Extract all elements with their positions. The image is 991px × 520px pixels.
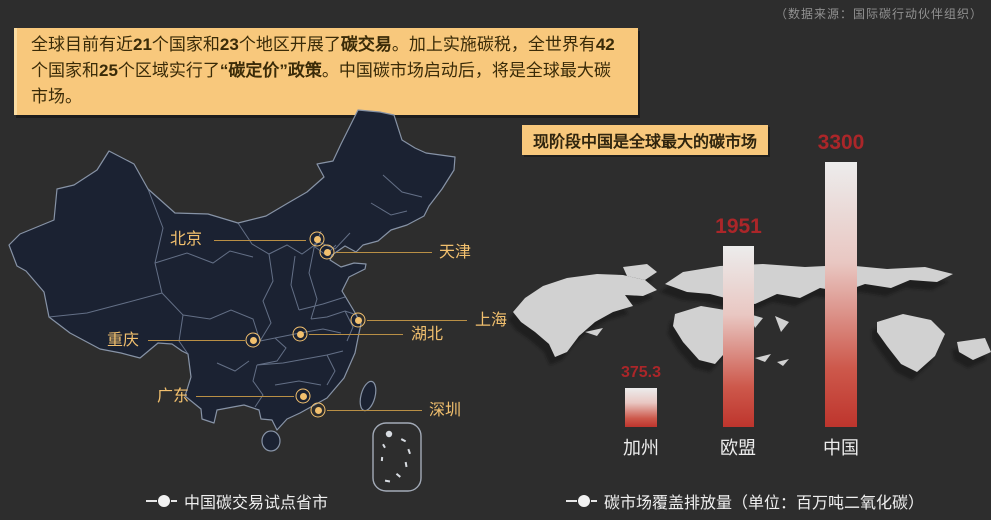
city-label-tianjin: 天津 — [439, 244, 472, 261]
city-marker-beijing — [309, 231, 325, 247]
dot-line-icon — [146, 495, 177, 507]
peninsula-india — [775, 316, 789, 332]
city-label-hubei: 湖北 — [411, 326, 444, 343]
intro-run-bold: 42 — [595, 35, 615, 54]
map-legend-label: 中国碳交易试点省市 — [184, 495, 329, 512]
leader-line-beijing — [214, 240, 306, 241]
leader-line-tianjin — [336, 252, 432, 253]
city-label-shanghai: 上海 — [475, 312, 508, 329]
hainan-island — [261, 430, 281, 452]
chart-legend-label: 碳市场覆盖排放量（单位：百万吨二氧化碳） — [604, 495, 925, 512]
intro-text-box: 全球目前有近21个国家和23个地区开展了碳交易。加上实施碳税，全世界有42个国家… — [14, 28, 638, 115]
continent-south-america — [877, 314, 945, 372]
data-source-note: （数据来源：国际碳行动伙伴组织） — [774, 7, 983, 21]
leader-line-shenzhen — [327, 410, 422, 411]
intro-run: 。中国碳市场启动后，将是全球最大碳市场。 — [31, 61, 611, 106]
intro-run-bold: 25 — [99, 61, 118, 80]
bar-california — [625, 388, 657, 427]
city-marker-shanghai — [350, 312, 366, 328]
intro-run-bold: 21 — [133, 35, 152, 54]
china-map — [8, 109, 456, 492]
taiwan-island — [359, 380, 377, 412]
city-label-chongqing: 重庆 — [107, 332, 140, 349]
continent-australia — [957, 338, 991, 360]
chart-legend: 碳市场覆盖排放量（单位：百万吨二氧化碳） — [566, 489, 924, 513]
map-legend: 中国碳交易试点省市 — [146, 489, 328, 513]
city-label-guangdong: 广东 — [157, 388, 190, 405]
bar-category-california: 加州 — [623, 438, 659, 458]
city-marker-hubei — [292, 326, 308, 342]
intro-run-bold: 碳交易 — [340, 35, 392, 54]
south-china-sea-inset — [372, 422, 422, 492]
bar-china — [825, 162, 857, 427]
bar-category-china: 中国 — [823, 438, 859, 458]
leader-line-guangdong — [196, 396, 294, 397]
intro-run-bold: “碳定价”政策 — [219, 61, 322, 80]
city-label-beijing: 北京 — [170, 231, 203, 248]
city-marker-guangdong — [295, 388, 311, 404]
bar-value-china: 3300 — [817, 131, 865, 154]
intro-run: 个区域实行了 — [117, 61, 220, 80]
continent-africa — [673, 306, 739, 364]
leader-line-shanghai — [367, 320, 467, 321]
city-marker-shenzhen — [310, 402, 326, 418]
continent-greenland — [623, 264, 657, 280]
china-outline — [8, 109, 456, 431]
islands-sea-2 — [777, 359, 789, 366]
city-label-shenzhen: 深圳 — [429, 402, 462, 419]
city-marker-chongqing — [245, 332, 261, 348]
chart-title: 现阶段中国是全球最大的碳市场 — [522, 125, 768, 155]
bar-value-california: 375.3 — [620, 364, 662, 381]
intro-run: 个国家和 — [31, 61, 99, 80]
leader-line-hubei — [309, 334, 403, 335]
dot-line-icon — [566, 495, 597, 507]
leader-line-chongqing — [148, 340, 245, 341]
islands-caribbean — [585, 328, 603, 336]
bar-category-eu: 欧盟 — [720, 438, 756, 458]
carbon-chart-panel: 现阶段中国是全球最大的碳市场 — [505, 110, 991, 460]
bar-eu — [723, 246, 754, 427]
city-marker-tianjin — [319, 244, 335, 260]
intro-run: 个国家和 — [151, 35, 220, 54]
intro-run: 。加上实施碳税，全世界有 — [391, 35, 596, 54]
intro-run-bold: 23 — [219, 35, 239, 54]
intro-run: 全球目前有近 — [31, 35, 133, 54]
bar-value-eu: 1951 — [715, 215, 762, 238]
continent-north-america — [513, 274, 657, 357]
intro-run: 个地区开展了 — [238, 35, 341, 54]
islands-sea-1 — [755, 354, 771, 362]
